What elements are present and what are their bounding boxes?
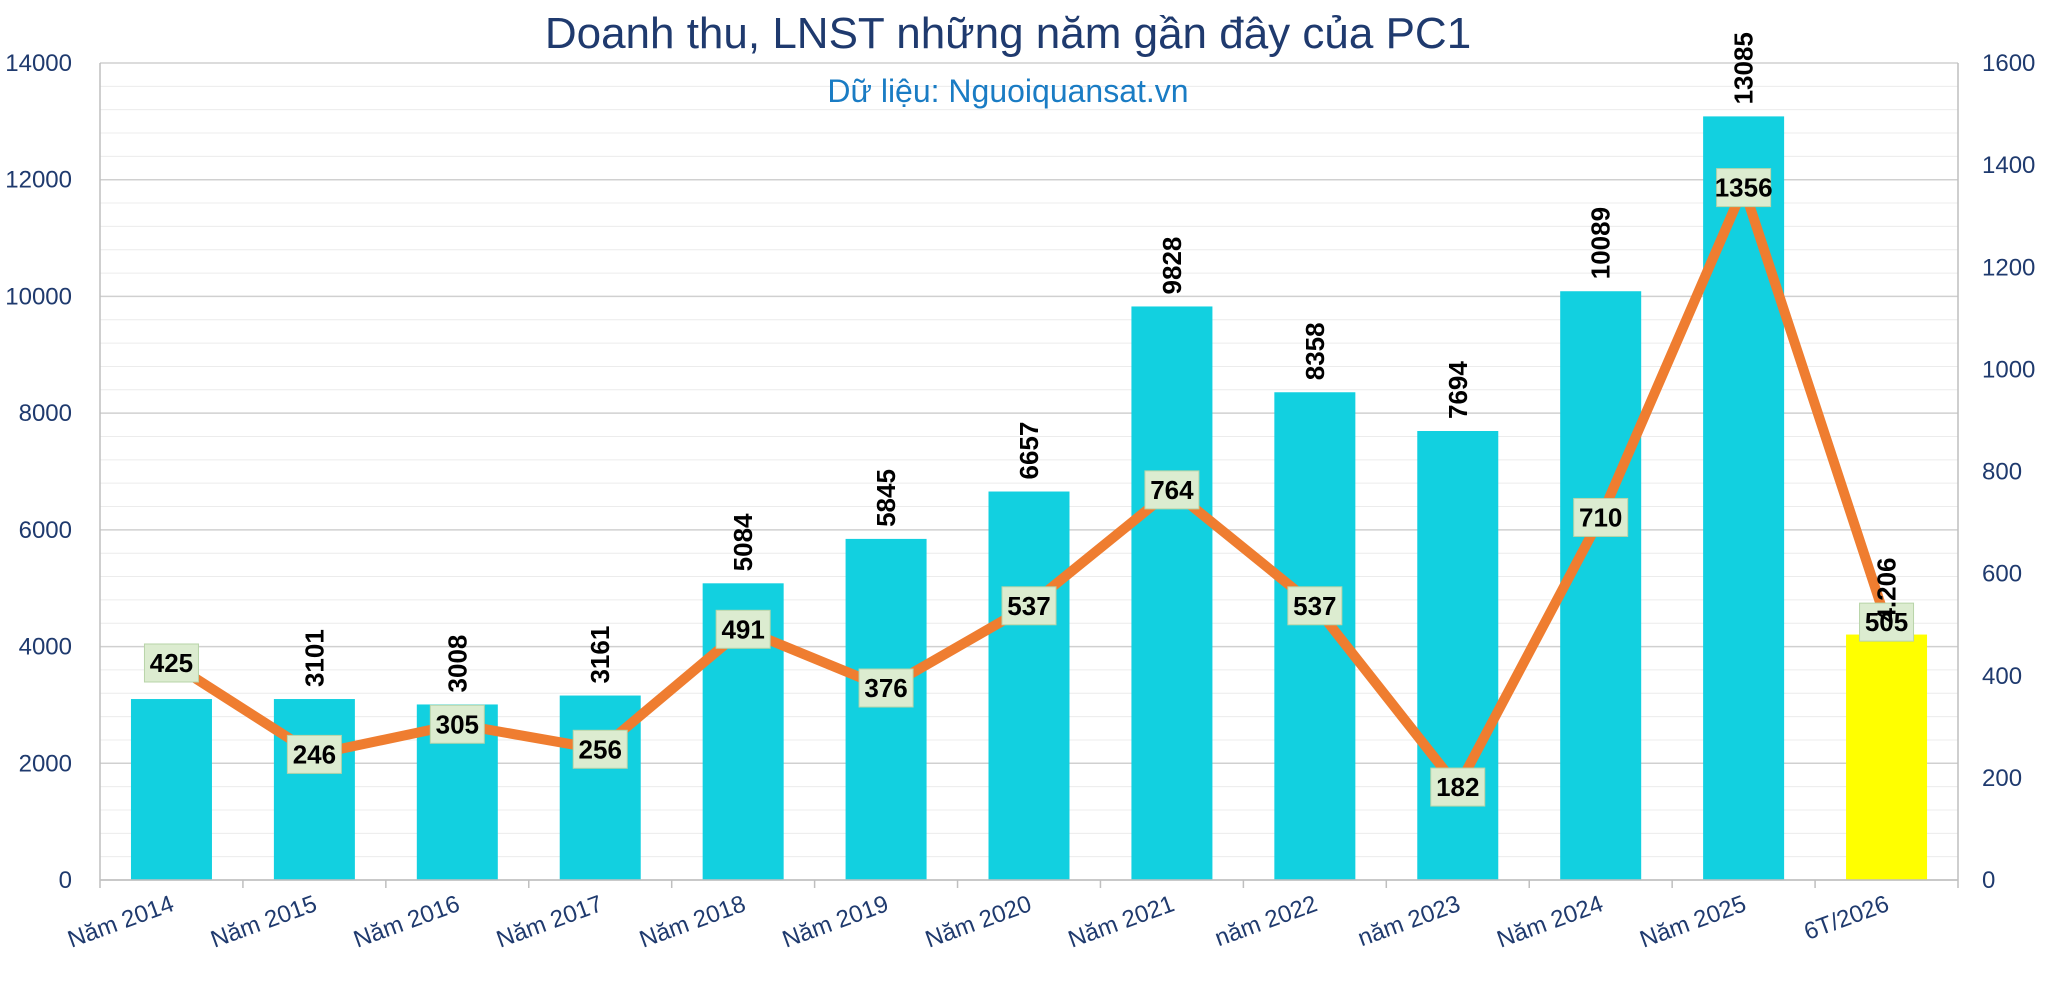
- y-left-tick-label: 10000: [5, 283, 72, 310]
- line-point-label-box: [1287, 586, 1343, 626]
- line-point-label: 537: [1007, 591, 1050, 621]
- y-right-tick-label: 1600: [1982, 50, 2035, 77]
- line-point-label-group: 710: [1573, 497, 1629, 537]
- bar-value-label: 5845: [871, 469, 901, 527]
- line-point-label: 256: [579, 734, 622, 764]
- chart-subtitle: Dữ liệu: Nguoiquansat.vn: [827, 73, 1188, 109]
- bar: [988, 491, 1070, 880]
- line-point-label-group: 537: [1287, 586, 1343, 626]
- x-tick-label: Năm 2019: [779, 890, 892, 953]
- line-point-label-group: 182: [1430, 767, 1486, 807]
- line-point-label: 182: [1436, 772, 1479, 802]
- y-left-tick-label: 4000: [19, 634, 72, 661]
- y-left-tick-label: 2000: [19, 750, 72, 777]
- line-point-label-group: 305: [429, 704, 485, 744]
- bar: [273, 699, 355, 880]
- bar: [1417, 431, 1499, 880]
- line-point-label-group: 505: [1859, 602, 1915, 642]
- bar-value-label: 5084: [728, 513, 758, 571]
- bar: [845, 538, 927, 880]
- x-tick-label: Năm 2015: [207, 890, 320, 953]
- bar-value-label: 3161: [585, 626, 615, 684]
- x-tick-label: Năm 2025: [1636, 890, 1749, 953]
- y-left-tick-label: 6000: [19, 517, 72, 544]
- bar-value-label: 6657: [1014, 422, 1044, 480]
- x-tick-label: Năm 2020: [922, 890, 1035, 953]
- line-point-label: 305: [436, 709, 479, 739]
- bar-value-label: 4.206: [1872, 557, 1902, 622]
- y-left-tick-label: 8000: [19, 400, 72, 427]
- line-point-label-box: [1430, 767, 1486, 807]
- y-left-tick-label: 14000: [5, 50, 72, 77]
- line-point-label-box: [572, 729, 628, 769]
- line-point-label: 505: [1865, 607, 1908, 637]
- line-point-label: 764: [1150, 475, 1194, 505]
- line-point-label-box: [1144, 470, 1200, 510]
- y-right-tick-label: 0: [1982, 867, 1995, 894]
- line-point-label-group: 537: [1001, 586, 1057, 626]
- y-right-tick-label: 600: [1982, 561, 2022, 588]
- line-point-label-group: 246: [286, 734, 342, 774]
- y-right-tick-label: 800: [1982, 459, 2022, 486]
- line-point-label-box: [286, 734, 342, 774]
- chart-title: Doanh thu, LNST những năm gần đây của PC…: [545, 9, 1471, 58]
- line-point-label-group: 425: [143, 643, 199, 683]
- line-point-label-group: 764: [1144, 470, 1200, 510]
- bar: [1131, 306, 1213, 880]
- bar: [1560, 291, 1642, 881]
- bars: [130, 116, 1928, 881]
- bar: [1846, 634, 1928, 880]
- line-point-label: 491: [721, 614, 764, 644]
- x-tick-label: 6T/2026: [1801, 890, 1893, 945]
- x-tick-label: năm 2023: [1354, 890, 1464, 952]
- bar: [130, 699, 212, 880]
- x-tick-label: Năm 2018: [636, 890, 749, 953]
- bar-value-label: 8358: [1300, 322, 1330, 380]
- line-point-label-box: [1859, 602, 1915, 642]
- bar-value-label: 10089: [1586, 207, 1616, 279]
- line-point-label-group: 491: [715, 609, 771, 649]
- line-point-label-box: [429, 704, 485, 744]
- line-point-label-group: 1356: [1715, 168, 1773, 208]
- y-right-tick-label: 1200: [1982, 254, 2035, 281]
- line-point-label-group: 376: [858, 668, 914, 708]
- line-point-label: 376: [864, 673, 907, 703]
- bar-value-label: 13085: [1729, 32, 1759, 104]
- line-point-label-box: [1001, 586, 1057, 626]
- x-tick-label: Năm 2024: [1493, 890, 1606, 953]
- bar-value-label: 9828: [1157, 237, 1187, 295]
- x-tick-label: Năm 2016: [350, 890, 463, 953]
- line-point-label: 1356: [1715, 173, 1773, 203]
- line-point-label: 537: [1293, 591, 1336, 621]
- x-tick-label: Năm 2021: [1065, 890, 1178, 953]
- x-tick-label: Năm 2014: [64, 890, 177, 953]
- line-point-label-group: 256: [572, 729, 628, 769]
- x-tick-label: năm 2022: [1211, 890, 1321, 952]
- line-point-label-box: [858, 668, 914, 708]
- y-left-tick-label: 0: [59, 867, 72, 894]
- bar-value-label: 3008: [442, 635, 472, 693]
- y-right-tick-label: 1400: [1982, 152, 2035, 179]
- line-point-label: 246: [293, 739, 336, 769]
- bar-value-label: 7694: [1443, 361, 1473, 419]
- bar-value-label: 3101: [299, 629, 329, 687]
- line-point-label-box: [1573, 497, 1629, 537]
- y-right-tick-label: 400: [1982, 663, 2022, 690]
- line-point-label: 710: [1579, 502, 1622, 532]
- y-right-tick-label: 200: [1982, 765, 2022, 792]
- y-left-tick-label: 12000: [5, 167, 72, 194]
- y-right-tick-label: 1000: [1982, 356, 2035, 383]
- data-labels: 425 246 305 256 491 376 537 764 537 182 710 1356 505…: [143, 32, 1915, 807]
- x-tick-label: Năm 2017: [493, 890, 606, 953]
- line-point-label-box: [143, 643, 199, 683]
- line-point-label-box: [1716, 168, 1772, 208]
- line-point-label-box: [715, 609, 771, 649]
- line-point-label: 425: [150, 648, 193, 678]
- bar: [1703, 116, 1785, 880]
